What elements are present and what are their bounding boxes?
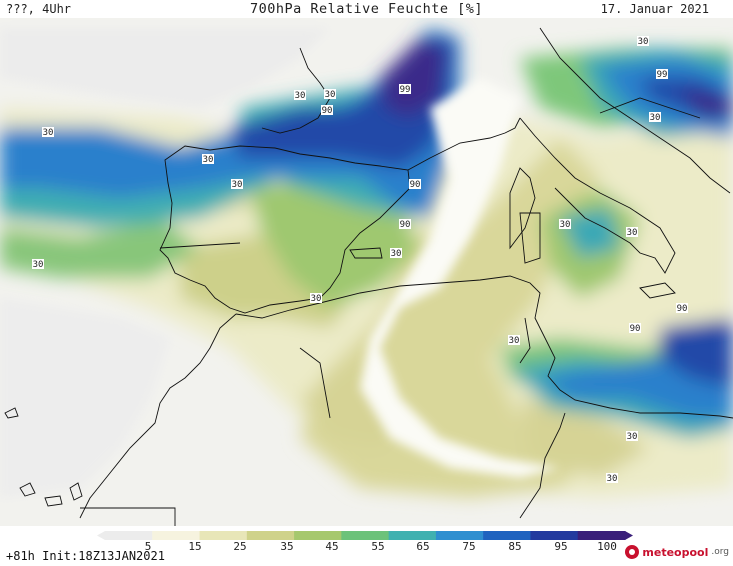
contour-label-text: 30 xyxy=(232,180,243,190)
contour-label-text: 30 xyxy=(311,294,322,304)
contour-label: 90 xyxy=(399,219,411,230)
legend-swatch xyxy=(341,531,390,540)
contour-label-text: 90 xyxy=(630,324,641,334)
humidity-map: 30 30 30 30 90 30 99 90 90 30 30 90 99 30 30 30 90 30 30 30… xyxy=(0,18,733,526)
contour-label: 30 xyxy=(508,335,520,346)
contour-label-text: 30 xyxy=(325,90,336,100)
contour-label: 30 xyxy=(606,473,618,484)
legend-min-arrow xyxy=(97,531,105,540)
legend-tick-label: 65 xyxy=(416,540,429,553)
legend-tick-label: 25 xyxy=(233,540,246,553)
legend-swatch xyxy=(294,531,342,540)
contour-label-text: 30 xyxy=(627,228,638,238)
legend-tick-label: 45 xyxy=(325,540,338,553)
legend-tick-label: 95 xyxy=(554,540,567,553)
contour-label-text: 30 xyxy=(627,432,638,442)
legend-tick-label: 100 xyxy=(597,540,617,553)
contour-label-text: 90 xyxy=(322,106,333,116)
legend-swatch xyxy=(577,531,626,540)
logo-icon xyxy=(625,545,640,559)
contour-label-text: 30 xyxy=(295,91,306,101)
contour-label-text: 30 xyxy=(391,249,402,259)
map-date: 17. Januar 2021 xyxy=(600,2,709,16)
contour-label: 30 xyxy=(202,154,214,165)
logo-text: meteopool xyxy=(642,545,709,559)
legend-swatch xyxy=(435,531,484,540)
contour-label-text: 30 xyxy=(509,336,520,346)
contour-label-text: 30 xyxy=(33,260,44,270)
contour-label-text: 30 xyxy=(560,220,571,230)
coastlines xyxy=(4,27,733,526)
legend-swatch xyxy=(105,531,153,540)
legend-tick-label: 35 xyxy=(280,540,293,553)
legend-tick-label: 5 xyxy=(145,540,152,553)
humidity-field xyxy=(0,28,733,498)
contour-label: 99 xyxy=(399,84,411,95)
legend-tick-label: 55 xyxy=(371,540,384,553)
contour-label-text: 99 xyxy=(657,70,668,80)
contour-label: 30 xyxy=(559,219,571,230)
contour-label: 90 xyxy=(676,303,688,314)
contour-label: 90 xyxy=(409,179,421,190)
legend-swatch xyxy=(199,531,248,540)
logo-tld: .org xyxy=(711,547,729,557)
legend-swatch xyxy=(388,531,437,540)
header-left-text: ???, 4Uhr xyxy=(6,2,72,16)
dry-air-region xyxy=(0,28,560,498)
contour-label: 30 xyxy=(42,127,54,138)
legend-tick-label: 15 xyxy=(188,540,201,553)
contour-label: 30 xyxy=(294,90,306,101)
contour-label-text: 30 xyxy=(43,128,54,138)
contour-label-text: 90 xyxy=(400,220,411,230)
contour-label: 30 xyxy=(649,112,661,123)
contour-label-text: 90 xyxy=(677,304,688,314)
contour-label: 99 xyxy=(656,69,668,80)
contour-label: 30 xyxy=(626,431,638,442)
legend-tick-labels: 5 15 25 35 45 55 65 75 85 95 100 xyxy=(145,540,617,553)
legend-swatch xyxy=(152,531,201,540)
map-title: 700hPa Relative Feuchte [%] xyxy=(250,1,483,17)
legend-swatch xyxy=(483,531,531,540)
legend-swatch xyxy=(246,531,295,540)
contour-label: 30 xyxy=(626,227,638,238)
contour-label-text: 90 xyxy=(410,180,421,190)
contour-label-text: 30 xyxy=(203,155,214,165)
legend-bar xyxy=(97,531,633,540)
contour-label-text: 30 xyxy=(638,37,649,47)
color-legend: 5 15 25 35 45 55 65 75 85 95 100 xyxy=(97,531,633,553)
contour-label-text: 30 xyxy=(650,113,661,123)
contour-labels: 30 30 30 30 90 30 99 90 90 30 30 90 99 30 30 30 90 30 30 30… xyxy=(32,36,688,484)
contour-label: 30 xyxy=(231,179,243,190)
contour-label: 30 xyxy=(32,259,44,270)
contour-label: 30 xyxy=(324,89,336,100)
contour-label: 90 xyxy=(321,105,333,116)
legend-tick-label: 85 xyxy=(508,540,521,553)
contour-label-text: 30 xyxy=(607,474,618,484)
legend-swatch xyxy=(530,531,579,540)
init-time-text: +81h Init:18Z13JAN2021 xyxy=(6,549,165,563)
contour-label-text: 99 xyxy=(400,85,411,95)
contour-label: 30 xyxy=(310,293,322,304)
contour-label: 30 xyxy=(637,36,649,47)
legend-tick-label: 75 xyxy=(462,540,475,553)
contour-label: 30 xyxy=(390,248,402,259)
legend-max-arrow xyxy=(625,531,633,540)
meteopool-logo[interactable]: meteopool .org xyxy=(625,545,729,559)
contour-label: 90 xyxy=(629,323,641,334)
